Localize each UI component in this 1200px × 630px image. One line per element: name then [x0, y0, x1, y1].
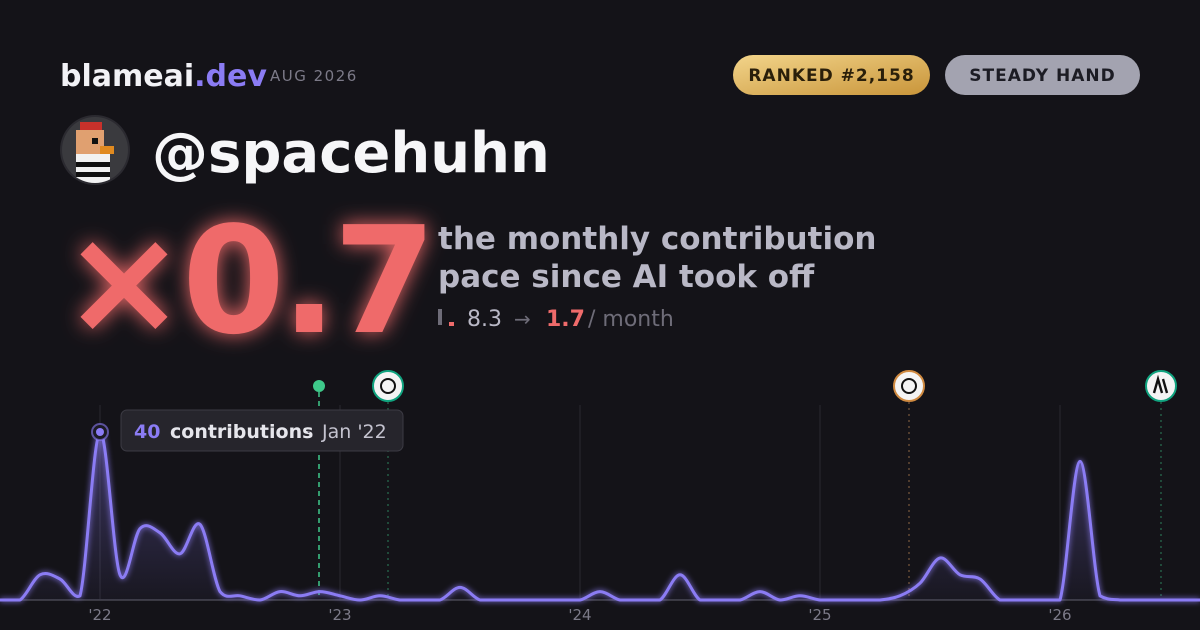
event-dot [313, 380, 325, 392]
openai-glyph [901, 378, 917, 394]
pace-arrow: → [514, 307, 531, 331]
pace-unit: / month [588, 307, 674, 332]
chart: '22 '23 '24 '25 '26 [0, 405, 1200, 624]
x-tick-label: '24 [568, 606, 591, 624]
x-tick-label: '26 [1048, 606, 1071, 624]
title-badge-bg [945, 55, 1140, 95]
pace-after: 1.7 [546, 307, 585, 332]
highlight-dot [96, 428, 104, 436]
pace-before: 8.3 [467, 307, 502, 332]
openai-icon [372, 370, 404, 402]
title-badge: STEADY HAND [969, 66, 1115, 86]
x-tick-label: '25 [808, 606, 831, 624]
x-tick-label: '23 [328, 606, 351, 624]
tooltip-box [120, 409, 404, 452]
brand-suffix: .dev [194, 59, 267, 94]
tooltip-separator: · [306, 423, 311, 443]
brand-name: blameai [60, 59, 194, 94]
headline-line2: pace since AI took off [438, 259, 815, 295]
event-markers [313, 370, 1177, 600]
area [0, 431, 1200, 600]
period: AUG 2026 [270, 67, 358, 85]
rank-badge-bg [733, 55, 930, 95]
headline-line1: the monthly contribution [438, 221, 876, 257]
x-tick-label: '22 [88, 606, 111, 624]
pace-icon [438, 309, 442, 325]
tooltip-unit: contributions [170, 421, 313, 443]
line [0, 430, 1200, 602]
tooltip-date: Jan '22 [321, 421, 387, 443]
tooltip-value: 40 [134, 421, 160, 443]
handle: @spacehuhn [152, 121, 550, 186]
openai-icon [893, 370, 925, 402]
pace-icon [449, 322, 454, 326]
rank-badge: RANKED #2,158 [748, 66, 914, 86]
tooltip: 40 contributions · Jan '22 [120, 409, 404, 452]
anthropic-glyph [1152, 374, 1169, 394]
brand: blameai.dev [60, 59, 267, 94]
multiplier: ×0.7 [62, 195, 432, 367]
openai-glyph [380, 378, 396, 394]
avatar [60, 115, 130, 185]
